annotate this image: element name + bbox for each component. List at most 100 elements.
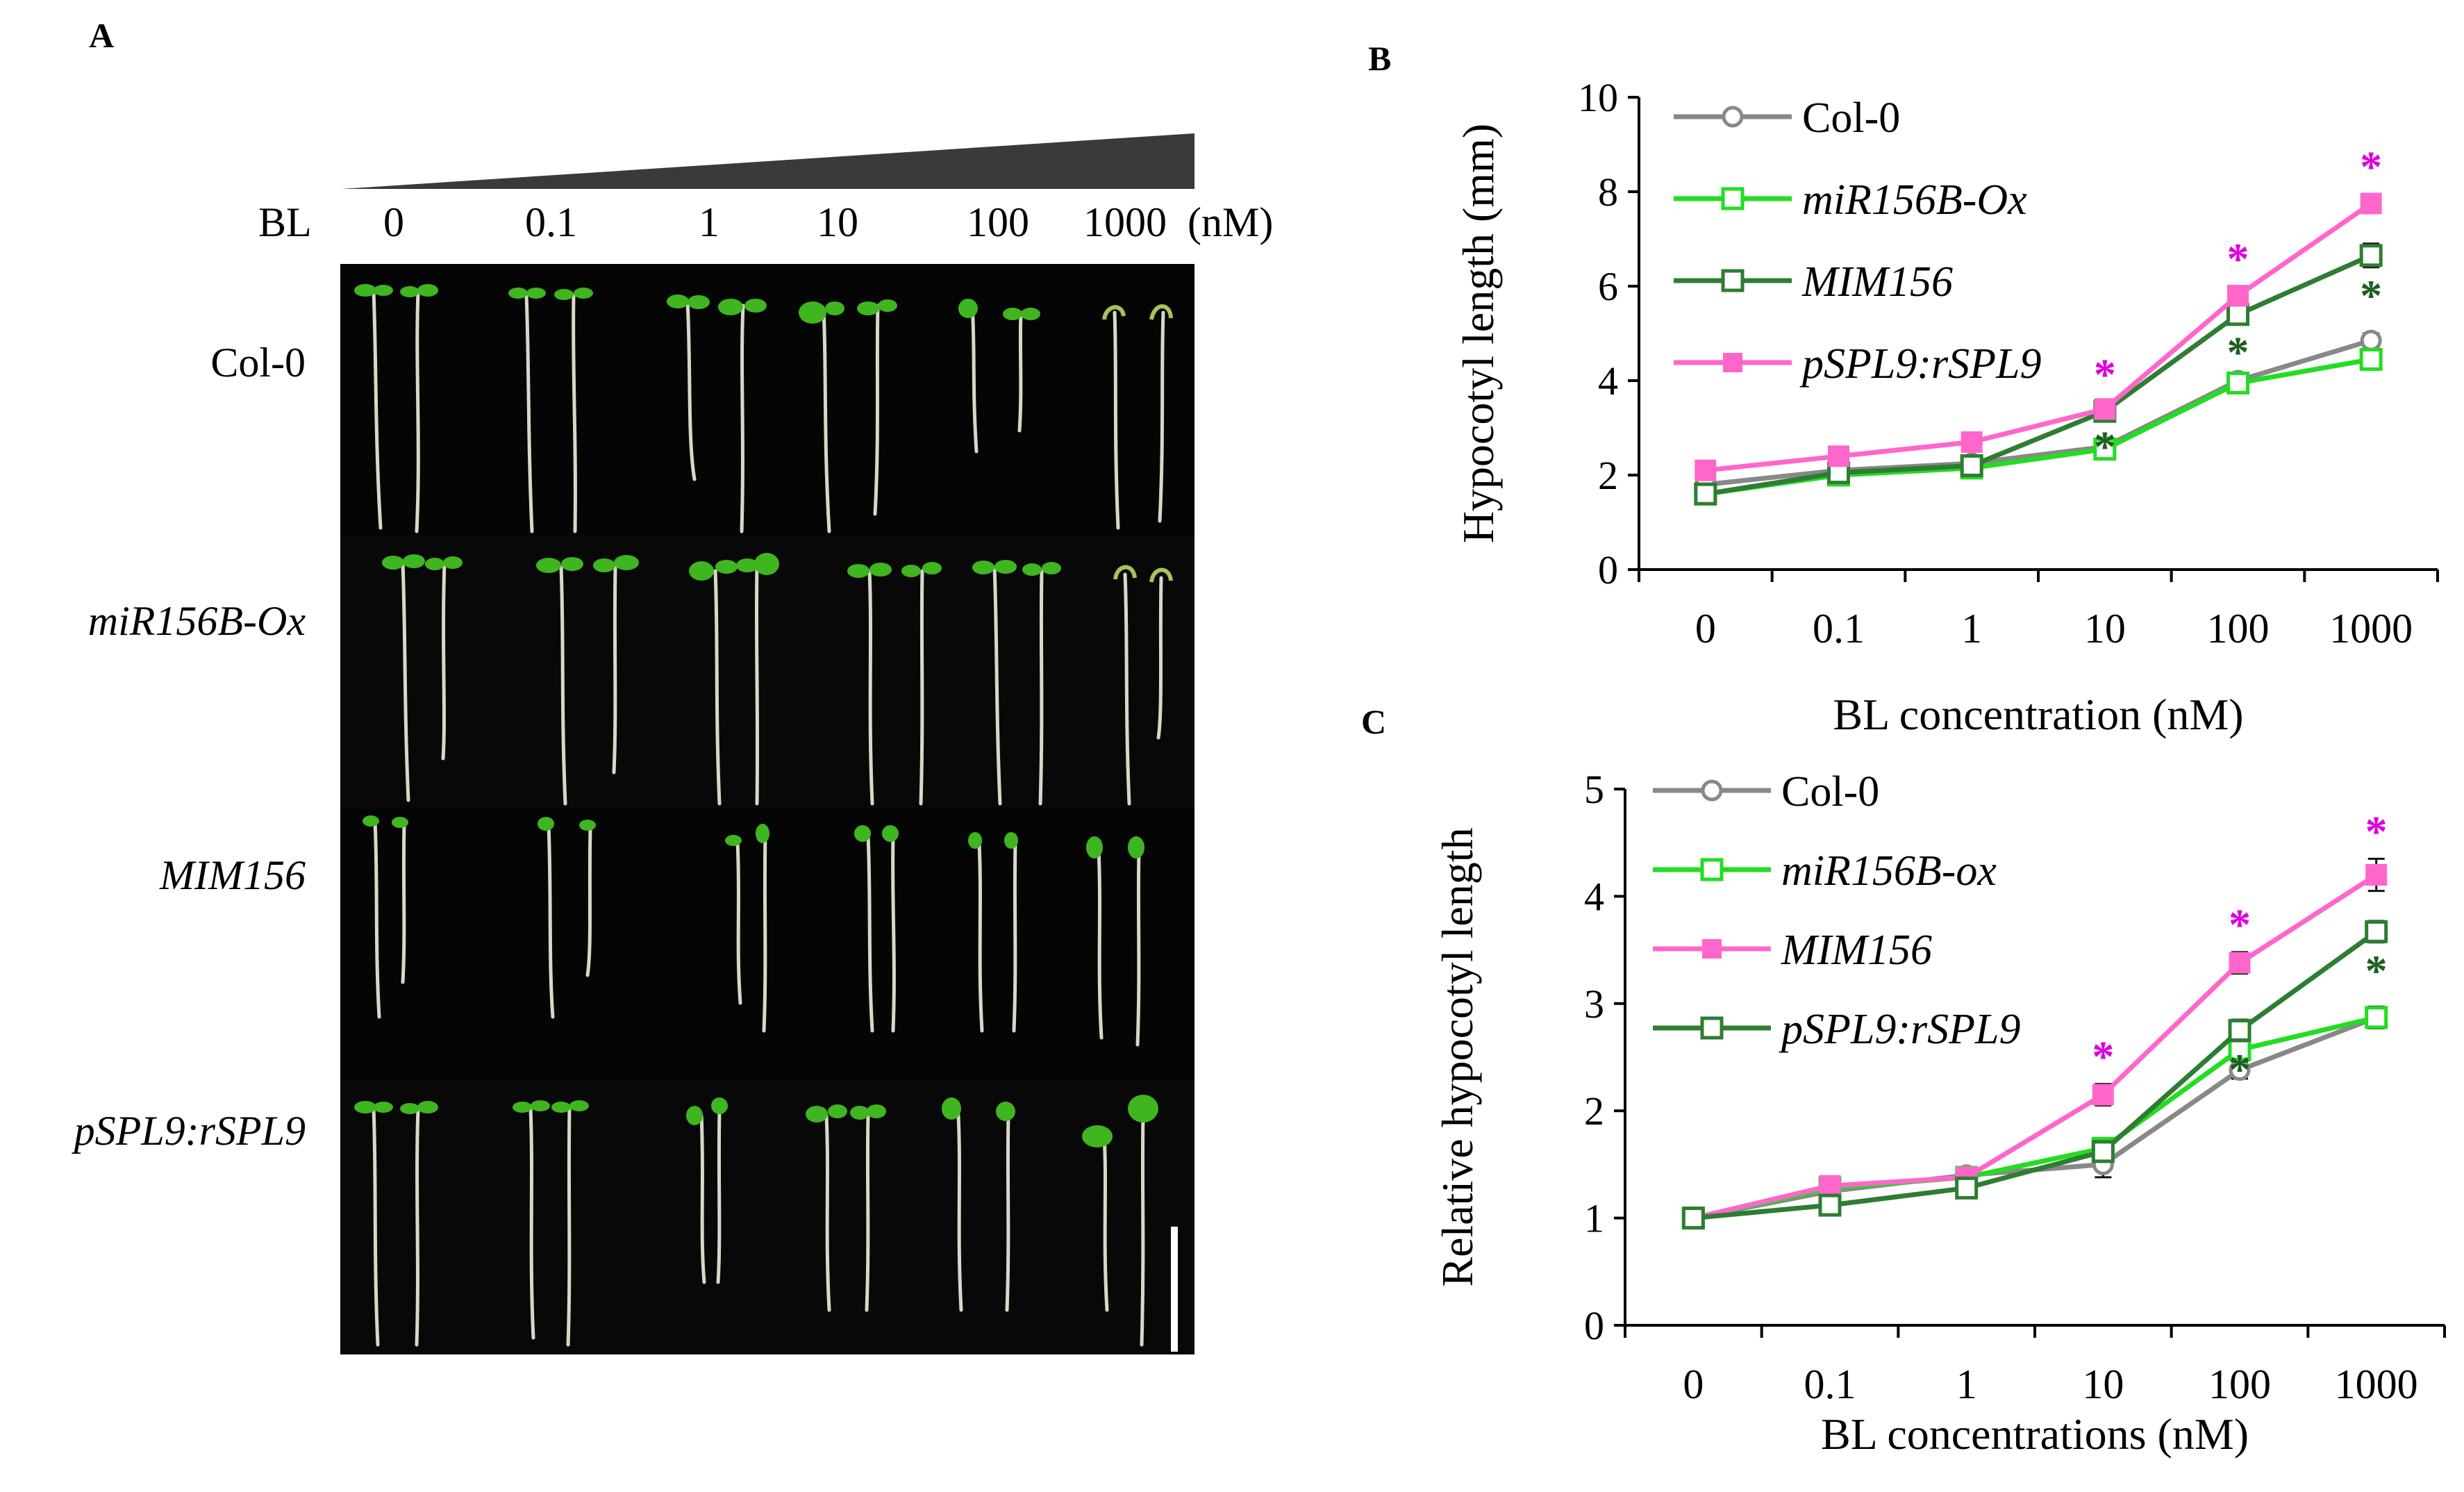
data-point (2094, 398, 2116, 420)
significance-asterisk: * (2229, 1045, 2251, 1094)
legend-label: miR156B-ox (1781, 847, 1997, 895)
legend-entry-pSPL9:rSPL9: pSPL9:rSPL9 (1674, 340, 2041, 388)
data-point (2091, 1140, 2115, 1163)
data-point (1819, 1175, 1841, 1197)
data-point (2360, 329, 2382, 351)
seedling-photo (340, 264, 1194, 1354)
significance-asterisk: * (2360, 271, 2382, 320)
panel-a: A BL 0 0.1 1 10 100 1000 (nM) Col-0 miR1… (74, 16, 1273, 1354)
y-tick-label: 4 (1598, 358, 1618, 404)
data-point (2228, 1018, 2251, 1042)
panel-a-letter: A (89, 16, 115, 55)
legend-entry-Col-0: Col-0 (1674, 94, 1900, 142)
data-point (1818, 1193, 1842, 1217)
data-point (2226, 371, 2249, 395)
bl-label: BL (258, 199, 312, 245)
legend-marker (1701, 779, 1723, 802)
series-line (1692, 872, 2378, 1221)
seedling-row-mir156b-ox (340, 536, 1194, 809)
legend-label: Col-0 (1781, 768, 1879, 815)
legend-label: MIM156 (1781, 927, 1932, 974)
conc-label-1000: 1000 (1083, 199, 1167, 245)
series-pSPL9:rSPL9: ** (1681, 920, 2388, 1230)
data-point (2365, 920, 2388, 943)
data-point (2092, 1084, 2114, 1106)
seedlings-col0 (354, 284, 1173, 533)
legend-entry-pSPL9:rSPL9: pSPL9:rSPL9 (1653, 1006, 2020, 1053)
row-label-mim156: MIM156 (160, 852, 306, 898)
y-tick-label: 8 (1598, 169, 1618, 215)
data-point (1695, 459, 1717, 481)
y-tick-label: 6 (1598, 264, 1618, 309)
x-tick-label: 0.1 (1804, 1361, 1856, 1407)
legend-label: MIM156 (1801, 258, 1953, 306)
panel-c-letter: C (1361, 702, 1387, 741)
data-point (2228, 1038, 2251, 1061)
y-tick-label: 2 (1584, 1088, 1604, 1134)
data-point (2227, 285, 2249, 307)
legend-marker (1722, 106, 1744, 128)
seedlings-mir156b-ox (382, 553, 1173, 806)
significance-asterisk: * (2365, 806, 2388, 856)
x-tick-label: 0 (1695, 606, 1716, 652)
x-tick-label: 100 (2208, 1361, 2271, 1407)
legend-label: pSPL9:rSPL9 (1799, 340, 2041, 388)
data-point (1828, 445, 1849, 467)
seedling-row-pspl9-rspl9 (340, 1081, 1194, 1353)
x-tick-label: 1 (1956, 1361, 1977, 1407)
seedling-row-col0 (340, 264, 1194, 536)
legend-marker (1700, 1016, 1724, 1040)
data-point (2359, 244, 2383, 267)
data-point (2365, 1006, 2388, 1029)
x-tick-label: 0.1 (1813, 606, 1865, 652)
legend-marker (1721, 269, 1745, 292)
chart-c: 0 1 2 3 4 5 0 0.1 1 10 100 1000 BL concentrations (n… (1433, 767, 2446, 1459)
row-label-pspl9-rspl9: pSPL9:rSPL9 (74, 1108, 306, 1154)
data-point (2360, 192, 2382, 215)
data-point (2093, 438, 2117, 461)
y-axis-label: Hypocotyl length (mm) (1454, 124, 1503, 543)
data-point (2226, 303, 2249, 326)
y-tick-label: 2 (1598, 453, 1618, 498)
y-tick-label: 0 (1598, 547, 1618, 592)
panel-b-letter: B (1368, 39, 1392, 78)
significance-asterisk: * (2094, 422, 2116, 471)
row-label-mir156b-ox: miR156B-Ox (88, 598, 306, 644)
y-tick-label: 4 (1584, 874, 1604, 919)
series-line (1693, 929, 2378, 1221)
x-tick-label: 1 (1961, 606, 1982, 652)
conc-label-0: 0 (383, 199, 404, 245)
x-tick-label: 10 (2084, 606, 2126, 652)
x-tick-label: 1000 (2329, 606, 2413, 652)
conc-label-0.1: 0.1 (525, 199, 577, 245)
legend-entry-MIM156: MIM156 (1653, 927, 1932, 974)
y-tick-label: 0 (1584, 1303, 1604, 1348)
data-point (2359, 347, 2383, 371)
significance-asterisk: * (2365, 946, 2388, 995)
data-point (1960, 454, 1983, 477)
legend-marker (1723, 353, 1742, 372)
legend-marker (1702, 939, 1722, 959)
seedlings-pspl9-rspl9 (354, 1095, 1178, 1352)
seedling-row-mim156 (340, 809, 1194, 1081)
significance-asterisk: * (2227, 234, 2249, 283)
x-axis-label: BL concentrations (nM) (1821, 1409, 2249, 1459)
legend-label: Col-0 (1802, 94, 1900, 142)
x-tick-label: 10 (2082, 1361, 2124, 1407)
legend-label: pSPL9:rSPL9 (1779, 1006, 2020, 1053)
seedlings-mim156 (363, 815, 1144, 1047)
series-pSPL9:rSPL9: * * * (1695, 142, 2382, 481)
y-tick-label: 5 (1584, 767, 1604, 812)
data-point (2365, 864, 2388, 886)
significance-asterisk: * (2229, 900, 2251, 950)
conc-unit-label: (nM) (1188, 199, 1274, 245)
y-tick-label: 1 (1584, 1196, 1604, 1241)
legend-entry-miR156B-ox: miR156B-ox (1653, 847, 1997, 895)
row-label-col0: Col-0 (210, 340, 306, 386)
data-point (2229, 952, 2251, 974)
concentration-wedge (342, 133, 1194, 189)
legend-marker (1721, 187, 1745, 210)
y-tick-label: 3 (1584, 981, 1604, 1027)
legend-entry-Col-0: Col-0 (1653, 768, 1879, 815)
